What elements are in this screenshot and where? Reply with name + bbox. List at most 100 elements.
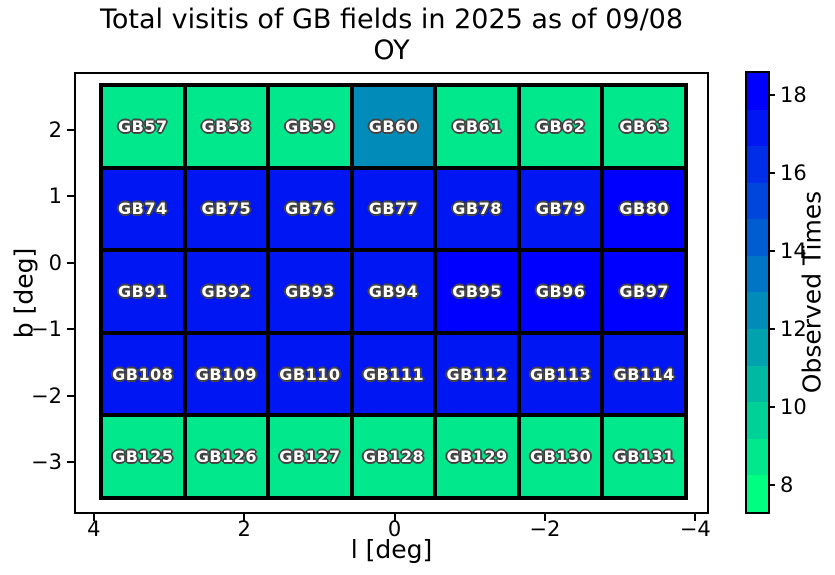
heatmap-cell-label: GB112 bbox=[446, 364, 508, 384]
y-tick-label: −1 bbox=[31, 317, 62, 342]
heatmap-cell: GB129 bbox=[437, 417, 517, 496]
y-tick-mark bbox=[67, 261, 75, 264]
heatmap-cell-label: GB60 bbox=[368, 116, 419, 136]
colorbar-band bbox=[747, 255, 768, 293]
colorbar-band bbox=[747, 329, 768, 366]
heatmap-cell: GB91 bbox=[103, 252, 183, 331]
colorbar-band bbox=[747, 219, 768, 256]
heatmap-cell: GB94 bbox=[353, 252, 434, 331]
colorbar-label: Observed Times bbox=[797, 190, 827, 394]
heatmap-cell-label: GB75 bbox=[201, 199, 252, 219]
colorbar-tick-mark bbox=[768, 327, 775, 330]
heatmap-cell: GB74 bbox=[103, 169, 183, 249]
heatmap-cell-label: GB127 bbox=[279, 447, 341, 467]
colorbar-tick-label: 12 bbox=[780, 316, 807, 341]
heatmap-cell-label: GB125 bbox=[112, 447, 174, 467]
colorbar-band bbox=[747, 73, 768, 110]
colorbar-tick-label: 8 bbox=[780, 472, 794, 497]
heatmap-cell-label: GB93 bbox=[285, 281, 335, 301]
x-tick-mark bbox=[243, 513, 246, 521]
heatmap-cell: GB111 bbox=[353, 334, 434, 414]
y-tick-mark bbox=[67, 195, 75, 198]
colorbar bbox=[745, 71, 770, 514]
x-tick-label: 0 bbox=[387, 517, 402, 541]
colorbar-tick-label: 18 bbox=[780, 82, 807, 107]
heatmap-cell-label: GB126 bbox=[195, 447, 257, 467]
heatmap-cell-label: GB80 bbox=[619, 199, 669, 219]
heatmap-cell-label: GB111 bbox=[362, 364, 425, 384]
colorbar-tick-mark bbox=[768, 249, 775, 252]
heatmap-cell: GB130 bbox=[520, 417, 601, 496]
heatmap-cell: GB58 bbox=[186, 87, 267, 166]
heatmap-cell-label: GB79 bbox=[535, 199, 586, 219]
y-tick-mark bbox=[67, 394, 75, 397]
colorbar-tick-label: 14 bbox=[780, 238, 807, 263]
heatmap-cell-label: GB74 bbox=[117, 199, 168, 219]
heatmap-cell-label: GB57 bbox=[117, 116, 168, 136]
heatmap-cell-label: GB58 bbox=[201, 116, 252, 136]
heatmap-cell: GB75 bbox=[186, 169, 267, 249]
heatmap-cell: GB76 bbox=[270, 169, 350, 249]
heatmap-cell-label: GB109 bbox=[195, 364, 257, 384]
heatmap-cell-label: GB59 bbox=[285, 116, 335, 136]
heatmap-cell: GB113 bbox=[520, 334, 601, 414]
colorbar-band bbox=[747, 109, 768, 147]
heatmap-cell-label: GB129 bbox=[446, 447, 508, 467]
heatmap-cell-label: GB63 bbox=[619, 116, 669, 136]
heatmap-cell-label: GB131 bbox=[613, 447, 675, 467]
heatmap-cell: GB128 bbox=[353, 417, 434, 496]
heatmap-cell-label: GB95 bbox=[452, 281, 502, 301]
heatmap-cell: GB79 bbox=[520, 169, 601, 249]
heatmap-cell: GB114 bbox=[604, 334, 684, 414]
x-tick-mark bbox=[393, 513, 396, 521]
heatmap-cell-label: GB130 bbox=[530, 447, 592, 467]
y-tick-label: 2 bbox=[48, 118, 62, 143]
heatmap-cell: GB96 bbox=[520, 252, 601, 331]
heatmap-cell-label: GB113 bbox=[530, 364, 592, 384]
heatmap-cell: GB93 bbox=[270, 252, 350, 331]
heatmap-cell-label: GB114 bbox=[613, 364, 675, 384]
colorbar-tick-label: 16 bbox=[780, 160, 807, 185]
x-tick-mark bbox=[694, 513, 697, 521]
heatmap-cell: GB77 bbox=[353, 169, 434, 249]
x-tick-mark bbox=[92, 513, 95, 521]
heatmap-cell-label: GB78 bbox=[452, 199, 502, 219]
heatmap-cell: GB126 bbox=[186, 417, 267, 496]
heatmap-cell: GB95 bbox=[437, 252, 517, 331]
heatmap-cell-label: GB92 bbox=[201, 281, 252, 301]
y-tick-label: 1 bbox=[48, 184, 62, 209]
heatmap-cell: GB61 bbox=[437, 87, 517, 166]
heatmap-cell-label: GB97 bbox=[619, 281, 669, 301]
colorbar-tick-mark bbox=[768, 171, 775, 174]
colorbar-band bbox=[747, 292, 768, 330]
x-tick-label: 4 bbox=[87, 517, 101, 541]
heatmap-cell: GB110 bbox=[270, 334, 350, 414]
heatmap-cell: GB59 bbox=[270, 87, 350, 166]
colorbar-tick-mark bbox=[768, 405, 775, 408]
y-tick-mark bbox=[67, 328, 75, 331]
x-tick-mark bbox=[543, 513, 546, 521]
heatmap-cell: GB112 bbox=[437, 334, 517, 414]
x-tick-label: −2 bbox=[529, 517, 561, 541]
chart-title-line1: Total visitis of GB fields in 2025 as of… bbox=[99, 4, 684, 35]
heatmap-cell-label: GB61 bbox=[452, 116, 502, 136]
y-tick-mark bbox=[67, 460, 75, 463]
y-tick-label: −3 bbox=[31, 449, 62, 474]
heatmap-cell-label: GB110 bbox=[279, 364, 341, 384]
heatmap-cell: GB62 bbox=[520, 87, 601, 166]
colorbar-band bbox=[747, 146, 768, 183]
y-tick-label: 0 bbox=[48, 250, 62, 275]
colorbar-tick-mark bbox=[768, 483, 775, 486]
colorbar-tick-mark bbox=[768, 93, 775, 96]
heatmap-cell: GB63 bbox=[604, 87, 684, 166]
chart-title: Total visitis of GB fields in 2025 as of… bbox=[75, 4, 708, 66]
colorbar-band bbox=[747, 402, 768, 439]
heatmap-grid: GB57 GB58 GB59 GB60 GB61 GB62 GB63 GB74 GB75 GB76… bbox=[99, 83, 688, 500]
colorbar-band bbox=[747, 438, 768, 476]
x-axis-label: l [deg] bbox=[350, 535, 433, 564]
heatmap-cell: GB92 bbox=[186, 252, 267, 331]
heatmap-cell: GB57 bbox=[103, 87, 183, 166]
heatmap-cell-label: GB96 bbox=[535, 281, 586, 301]
x-tick-label: 2 bbox=[237, 517, 251, 541]
